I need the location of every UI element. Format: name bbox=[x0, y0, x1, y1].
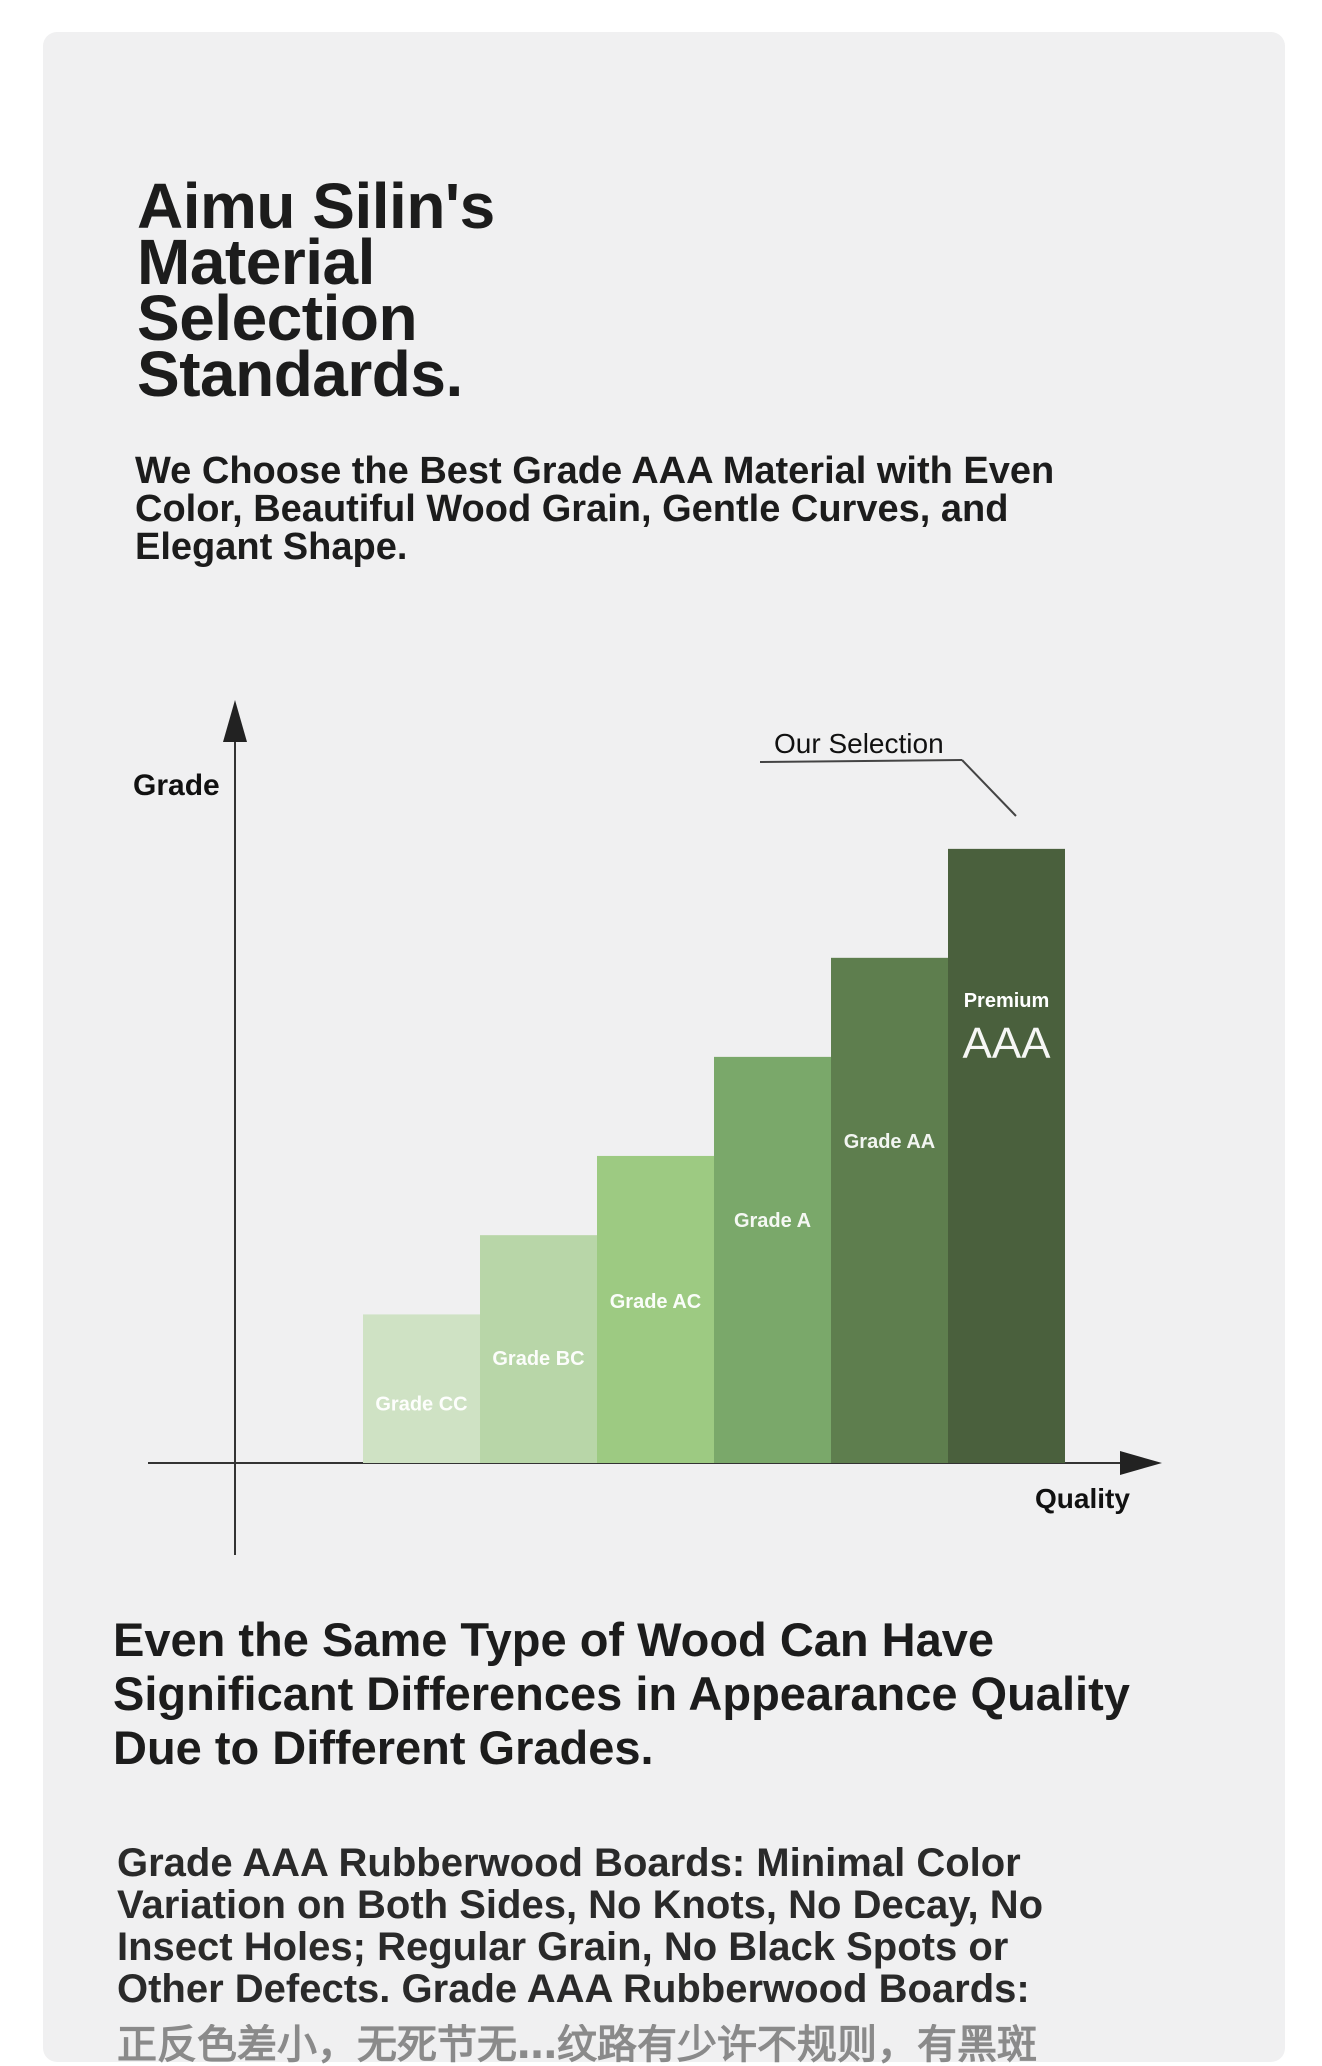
x-axis-arrow bbox=[1120, 1451, 1162, 1475]
title-line: Selection bbox=[137, 282, 418, 354]
x-axis-label: Quality bbox=[1035, 1483, 1130, 1514]
bar-label: Grade BC bbox=[492, 1348, 584, 1370]
bar-label: Grade CC bbox=[375, 1393, 467, 1415]
annotation-underline bbox=[759, 759, 963, 763]
bar-label: Grade AA bbox=[844, 1131, 936, 1153]
content-card bbox=[43, 32, 1285, 2062]
y-axis-label: Grade bbox=[133, 769, 220, 802]
bar-grade-bc bbox=[480, 1235, 597, 1463]
annotation-text: Our Selection bbox=[774, 728, 944, 759]
bar-label: Grade AC bbox=[610, 1291, 702, 1313]
bar-grade-ac bbox=[597, 1155, 714, 1463]
section-heading: Even the Same Type of Wood Can Have Sign… bbox=[113, 1613, 1130, 1774]
bar-aaa bbox=[948, 848, 1065, 1463]
bar-labels-group: Grade CC Grade BC Grade AC Grade A Grade AA P… bbox=[375, 990, 1051, 1416]
title-line: Aimu Silin's bbox=[137, 170, 495, 242]
page-title: Aimu Silin's Material Selection Standard… bbox=[137, 170, 495, 410]
annotation-group: Our Selection bbox=[759, 728, 1017, 817]
bars-group bbox=[363, 848, 1065, 1463]
bar-caption-premium: Premium bbox=[964, 990, 1050, 1012]
section-paragraph: Grade AAA Rubberwood Boards: Minimal Col… bbox=[117, 1841, 1044, 2011]
annotation-leader-line bbox=[961, 759, 1017, 817]
y-axis-arrow bbox=[223, 700, 247, 742]
title-line: Standards. bbox=[137, 338, 463, 410]
bar-grade-aa bbox=[831, 957, 948, 1463]
title-line: Material bbox=[137, 226, 375, 298]
bar-label: AAA bbox=[962, 1019, 1051, 1068]
bar-grade-cc bbox=[363, 1314, 480, 1463]
bar-label: Grade A bbox=[734, 1210, 811, 1232]
section-paragraph-cut: 正反色差小，无死节无…纹路有少许不规则，有黑斑 bbox=[117, 2024, 1037, 2066]
bar-grade-a bbox=[714, 1056, 831, 1463]
subtitle: We Choose the Best Grade AAA Material wi… bbox=[135, 450, 1055, 568]
